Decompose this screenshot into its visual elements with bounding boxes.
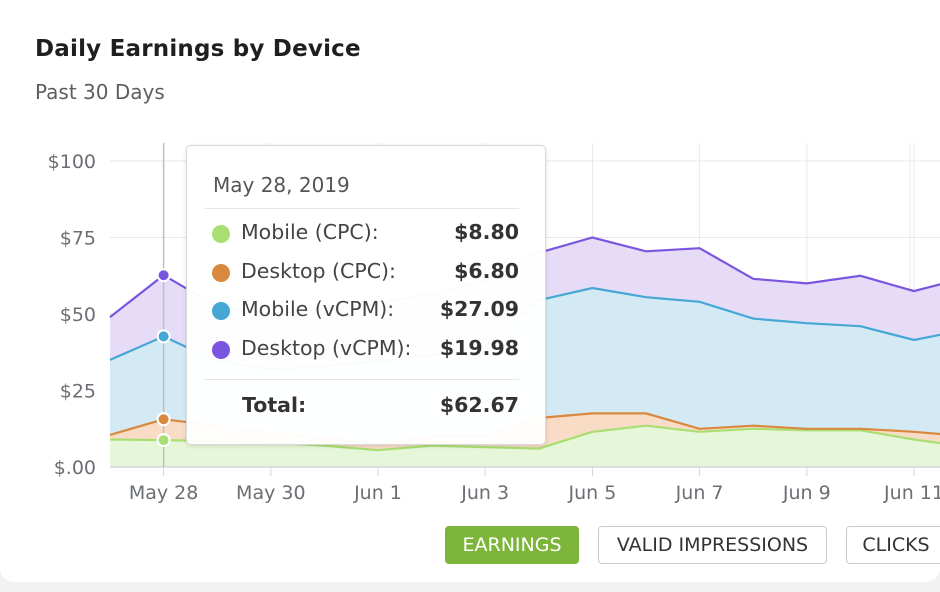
- tooltip-label: Mobile (vCPM):: [241, 297, 395, 321]
- y-tick-label: $.00: [54, 457, 96, 479]
- mobile-cpc-dot-icon: [212, 225, 230, 243]
- axes: $.00 $25 $50 $75 $100 May 28 May 30 Jun 1 Jun 3 J…: [48, 151, 940, 504]
- hover-point: [156, 412, 171, 427]
- valid-impressions-tab-button[interactable]: VALID IMPRESSIONS: [598, 526, 827, 564]
- tooltip-value: $27.09: [439, 297, 519, 321]
- x-tick-label: Jun 1: [353, 482, 402, 504]
- y-tick-label: $50: [60, 304, 96, 326]
- x-tick-label: Jun 9: [782, 482, 831, 504]
- tooltip-row-desktop-cpc: Desktop (CPC): $6.80: [205, 258, 519, 288]
- tooltip-label: Desktop (vCPM):: [241, 336, 412, 360]
- tooltip-row-mobile-vcpm: Mobile (vCPM): $27.09: [205, 296, 519, 326]
- tooltip-value: $6.80: [454, 259, 519, 283]
- desktop-cpc-dot-icon: [212, 264, 230, 282]
- y-tick-label: $100: [48, 151, 96, 173]
- x-tick-label: May 28: [129, 482, 199, 504]
- x-tick-label: Jun 11: [883, 482, 940, 504]
- x-tick-label: May 30: [236, 482, 306, 504]
- clicks-tab-button[interactable]: CLICKS: [846, 526, 940, 564]
- y-tick-label: $25: [60, 381, 96, 403]
- mobile-vcpm-dot-icon: [212, 302, 230, 320]
- desktop-vcpm-dot-icon: [212, 341, 230, 359]
- tooltip-label: Desktop (CPC):: [241, 259, 396, 283]
- tooltip-value: $19.98: [439, 336, 519, 360]
- data-tooltip: May 28, 2019 Mobile (CPC): $8.80 Desktop…: [186, 145, 546, 445]
- chart-title: Daily Earnings by Device: [35, 36, 361, 62]
- tooltip-divider: [205, 208, 519, 209]
- tooltip-row-mobile-cpc: Mobile (CPC): $8.80: [205, 219, 519, 249]
- y-tick-label: $75: [60, 228, 96, 250]
- area-mobile-cpc: [110, 425, 940, 467]
- chart-subtitle: Past 30 Days: [35, 80, 165, 104]
- tooltip-row-desktop-vcpm: Desktop (vCPM): $19.98: [205, 335, 519, 365]
- hover-markers: [156, 143, 171, 467]
- tooltip-date: May 28, 2019: [213, 173, 350, 197]
- hover-point: [156, 433, 171, 448]
- hover-point: [156, 329, 171, 344]
- x-tick-label: Jun 7: [675, 482, 724, 504]
- earnings-tab-button[interactable]: EARNINGS: [445, 526, 579, 564]
- x-tick-label: Jun 5: [567, 482, 616, 504]
- tooltip-label: Mobile (CPC):: [241, 220, 379, 244]
- tooltip-total-label: Total:: [242, 393, 307, 417]
- tooltip-value: $8.80: [454, 220, 519, 244]
- hover-point: [156, 268, 171, 283]
- tooltip-total-value: $62.67: [439, 393, 519, 417]
- tooltip-divider: [205, 379, 519, 380]
- x-tick-label: Jun 3: [460, 482, 509, 504]
